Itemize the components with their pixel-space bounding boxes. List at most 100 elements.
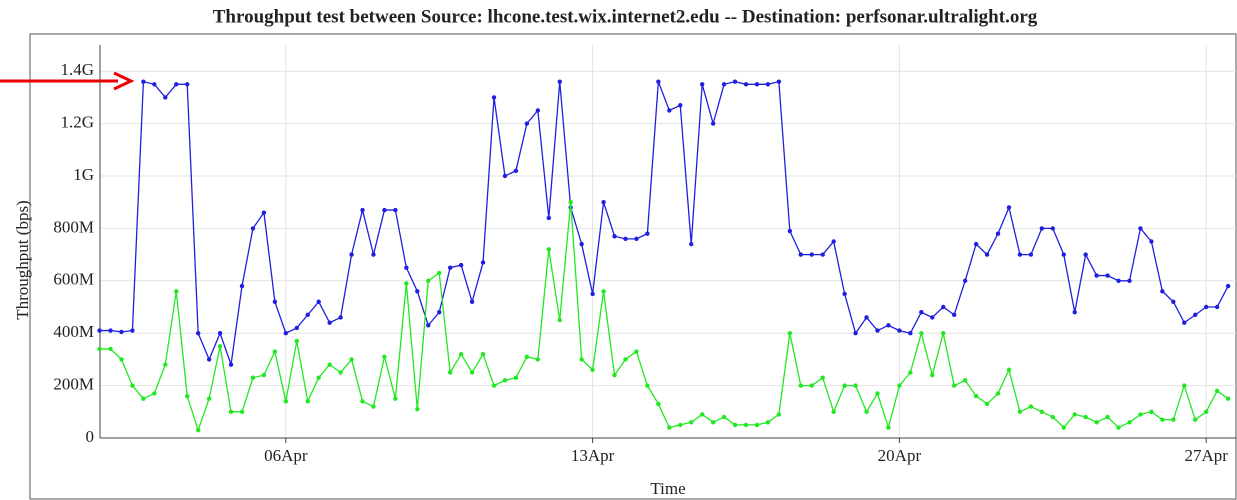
data-point [908,370,913,375]
data-point [601,289,606,294]
data-point [437,270,442,276]
data-point [951,383,957,388]
data-point [656,79,661,84]
data-point [699,412,705,417]
data-point [546,247,551,252]
data-point [962,278,968,283]
data-point [1017,409,1023,414]
data-point [897,328,902,333]
y-tick-label: 1.4G [60,60,94,79]
data-point [1094,420,1099,425]
data-point [437,310,442,315]
data-point [1028,404,1034,409]
data-point [305,312,310,318]
data-point [228,362,234,367]
data-point [809,252,814,257]
data-point [1116,278,1121,283]
data-point [984,252,990,257]
data-point [853,383,858,388]
data-point [1006,205,1012,210]
y-tick-label: 1.2G [60,113,94,132]
data-point [667,425,672,430]
data-point [1149,409,1154,414]
data-point [426,278,431,283]
data-point [809,383,814,388]
data-point [1182,320,1187,325]
data-point [141,79,146,84]
data-point [393,207,398,213]
data-point [404,265,409,270]
data-point [206,396,212,401]
data-point [754,422,760,428]
data-point [787,228,793,234]
data-point [765,420,771,425]
data-point [119,329,124,335]
data-point [1193,312,1198,318]
data-point [623,236,628,242]
data-point [152,82,157,87]
data-point [261,372,267,378]
data-point [415,289,420,294]
data-point [502,378,508,383]
y-tick-label: 0 [86,427,95,446]
data-point [415,406,420,412]
data-point [1116,425,1121,430]
data-point [130,383,135,388]
data-point [886,425,891,430]
data-point [689,420,694,425]
data-point [152,391,157,396]
data-point [524,354,530,359]
data-point [930,372,935,378]
data-point [239,409,245,414]
data-point [546,215,551,221]
x-tick-label: 06Apr [264,446,308,465]
series-line [99,202,1229,433]
data-point [820,252,825,257]
data-point [787,331,793,336]
data-point [897,383,902,388]
data-point [1039,409,1045,414]
data-point [919,331,924,336]
data-point [634,236,639,242]
data-point [721,82,727,87]
data-point [634,349,639,354]
data-point [294,325,299,331]
data-point [732,79,738,84]
data-point [480,351,486,357]
data-point [404,281,409,286]
x-tick-label: 13Apr [571,446,615,465]
data-point [590,291,595,297]
data-point [710,420,716,425]
data-point [743,82,749,87]
data-point [754,82,760,87]
data-point [447,370,453,375]
data-point [469,299,475,304]
data-point [1072,412,1077,417]
data-point [502,173,508,179]
data-point [798,252,803,257]
data-point [305,399,310,404]
data-point [1094,273,1099,278]
data-point [1225,396,1231,401]
data-point [360,399,365,404]
data-point [185,82,190,87]
data-point [195,427,201,433]
data-point [1171,299,1176,304]
data-point [776,79,782,84]
data-point [1083,252,1088,257]
data-point [1171,417,1176,422]
data-point [853,331,858,336]
data-point [1138,226,1143,231]
data-point [458,351,464,357]
data-point [875,391,880,396]
data-point [469,370,475,375]
data-point [1214,304,1220,310]
data-point [206,357,212,362]
data-point [174,289,179,294]
data-point [294,338,299,344]
data-point [349,252,354,257]
x-tick-label: 27Apr [1184,446,1228,465]
y-tick-label: 400M [53,322,94,341]
data-point [699,82,705,87]
data-point [831,239,836,244]
